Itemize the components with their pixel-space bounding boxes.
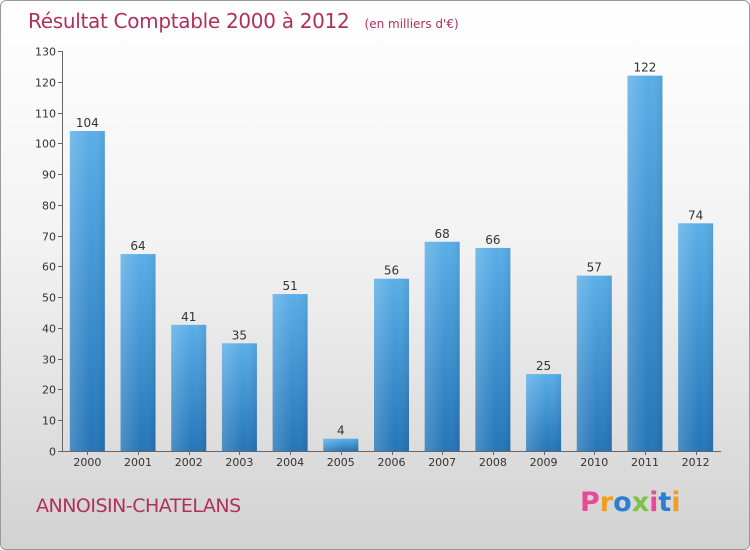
bar-shade [475,247,511,451]
proxiti-logo[interactable]: Proxiti [580,487,681,518]
y-tick-label: 100 [35,138,56,151]
y-tick-label: 0 [49,446,56,459]
bar-shade [526,374,562,451]
bar-shade [323,438,359,451]
value-label: 66 [485,233,500,247]
chart-title-block: Résultat Comptable 2000 à 2012 (en milli… [28,9,459,33]
value-label: 74 [688,208,703,222]
value-label: 51 [282,279,297,293]
y-tick-label: 60 [42,261,56,274]
bar-shade [424,241,460,451]
x-tick-label: 2000 [73,456,101,469]
y-tick-label: 130 [35,46,56,59]
value-label: 68 [435,227,450,241]
x-tick-label: 2007 [428,456,456,469]
value-label: 41 [181,310,196,324]
bar-shade [627,75,663,451]
logo-letter: t [658,487,672,518]
x-tick-label: 2012 [682,456,710,469]
chart-subtitle: (en milliers d'€) [364,17,459,31]
y-tick-label: 20 [42,384,56,397]
y-tick-label: 50 [42,292,56,305]
value-label: 56 [384,264,399,278]
x-tick-label: 2006 [378,456,406,469]
x-tick-label: 2001 [124,456,152,469]
x-tick-label: 2009 [530,456,558,469]
y-tick-label: 80 [42,200,56,213]
value-label: 64 [130,239,145,253]
bar-shade [272,294,308,451]
bar-shade [576,275,612,451]
chart-axes: 0 10 20 30 40 50 60 70 80 90 100 110 120 130 [35,46,721,459]
x-tick-label: 2003 [225,456,253,469]
x-tick-label: 2008 [479,456,507,469]
logo-letter: r [599,487,614,518]
value-label: 4 [337,424,345,438]
x-tick-label: 2002 [175,456,203,469]
y-tick-label: 10 [42,415,56,428]
bar-shade [171,324,207,451]
bar-shade [374,278,409,451]
y-tick-label: 120 [35,77,56,90]
x-tick-label: 2004 [276,456,304,469]
y-tick-label: 30 [42,354,56,367]
value-label: 35 [232,328,247,342]
commune-name: ANNOISIN-CHATELANS [36,495,241,517]
y-tick-label: 110 [35,108,56,121]
logo-letter: x [631,487,650,518]
bar-shade [221,343,257,451]
value-label: 25 [536,359,551,373]
chart-bars [69,75,714,451]
value-label: 104 [76,116,99,130]
bar-shade [678,223,714,451]
value-label: 57 [587,261,602,275]
chart-labels: 104 2000 64 2001 41 2002 35 2003 51 2004 4 2005 56 20… [73,61,709,469]
x-tick-label: 2011 [631,456,659,469]
bar-shade [69,131,105,451]
bar-shade [120,254,156,451]
y-tick-label: 70 [42,231,56,244]
logo-letter: o [613,487,632,518]
chart-title: Résultat Comptable 2000 à 2012 [28,9,350,33]
y-tick-label: 40 [42,323,56,336]
x-tick-label: 2005 [327,456,355,469]
y-tick-label: 90 [42,169,56,182]
logo-letter: i [649,487,659,518]
x-tick-label: 2010 [580,456,608,469]
logo-letter: i [671,487,681,518]
logo-letter: P [580,487,600,518]
value-label: 122 [634,61,657,75]
